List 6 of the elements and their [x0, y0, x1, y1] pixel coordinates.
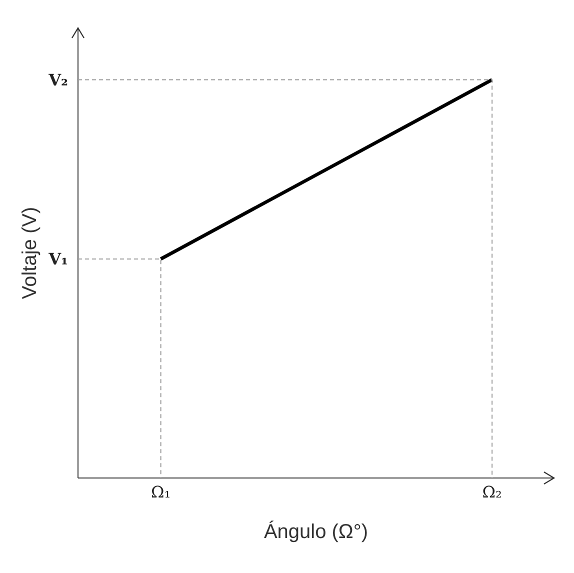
x-tick-label: Ω₂: [482, 482, 502, 502]
x-axis-title: Ángulo (Ω°): [264, 520, 368, 543]
y-axis-title: Voltaje (V): [19, 206, 41, 300]
x-tick-label: Ω₁: [150, 482, 171, 502]
text: V₂: [48, 70, 68, 90]
text: V₁: [48, 249, 68, 268]
